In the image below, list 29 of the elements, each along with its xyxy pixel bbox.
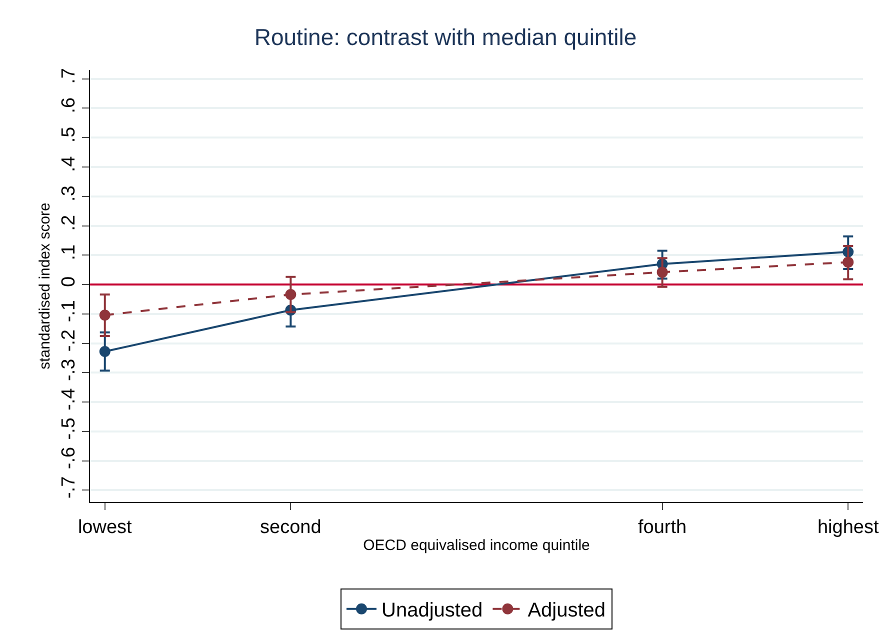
y-tick-label: -.5 [58, 418, 80, 440]
x-tick-label: second [260, 516, 322, 538]
point [99, 310, 110, 321]
y-tick-label: .3 [58, 186, 80, 202]
y-tick-label: .6 [58, 97, 80, 114]
point [285, 289, 296, 300]
point [656, 266, 668, 278]
y-tick-label: .5 [58, 126, 80, 143]
x-tick-label: highest [817, 516, 880, 538]
y-tick-label: -.4 [58, 388, 80, 410]
y-tick-label: .1 [58, 244, 80, 260]
legend-label: Unadjusted [382, 600, 483, 622]
y-tick-label: -.3 [58, 358, 80, 381]
y-axis-title: standardised index score [36, 202, 54, 370]
y-tick-label: -.6 [58, 446, 80, 470]
x-axis-title: OECD equivalised income quintile [363, 536, 590, 554]
point [842, 256, 854, 268]
point [99, 346, 110, 358]
y-tick-label: 0 [58, 276, 80, 287]
legend-label: Adjusted [528, 600, 606, 622]
y-tick-label: .7 [58, 68, 80, 84]
y-tick-label: -.2 [58, 329, 80, 352]
x-tick-label: lowest [78, 516, 133, 538]
y-tick-label: -.1 [58, 300, 80, 322]
chart-title: Routine: contrast with median quintile [254, 24, 637, 50]
y-tick-label: .2 [58, 214, 80, 231]
x-tick-label: fourth [638, 516, 687, 538]
y-tick-label: .4 [58, 156, 80, 172]
y-tick-label: -.7 [58, 476, 80, 498]
